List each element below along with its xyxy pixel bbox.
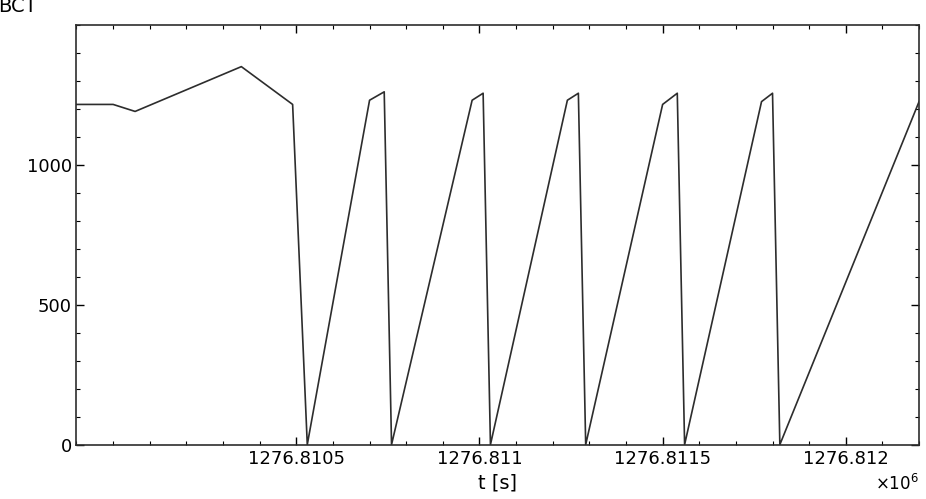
Text: $\times 10^6$: $\times 10^6$: [875, 474, 920, 494]
X-axis label: t [s]: t [s]: [478, 473, 518, 492]
Y-axis label: BCT: BCT: [0, 0, 37, 16]
